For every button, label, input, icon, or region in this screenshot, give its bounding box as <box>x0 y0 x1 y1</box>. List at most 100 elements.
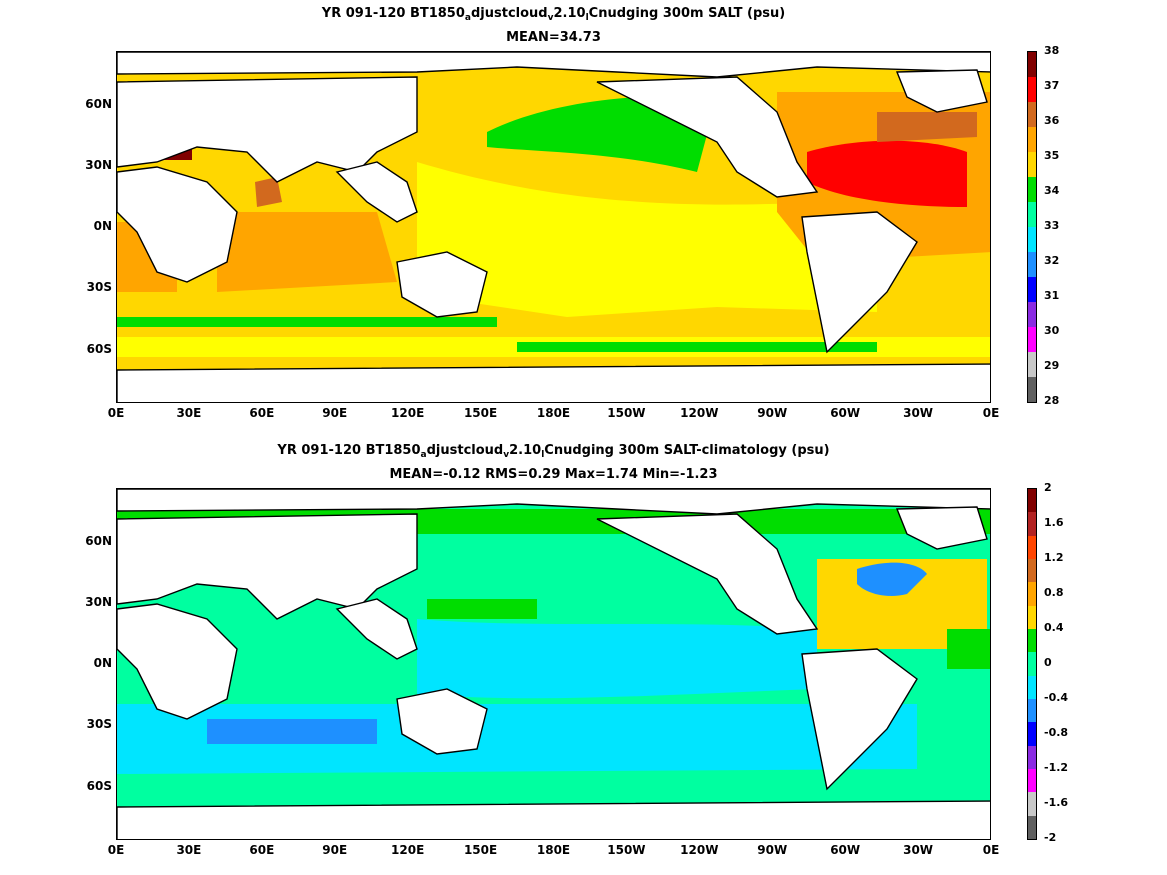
bottom-chart-subtitle: MEAN=-0.12 RMS=0.29 Max=1.74 Min=-1.23 <box>389 467 718 482</box>
anomaly-neg-gulf-stream <box>857 562 927 596</box>
colorbar-segment <box>1028 815 1036 839</box>
x-tick-label: 0E <box>107 843 125 857</box>
x-tick-label: 180E <box>536 406 571 420</box>
x-tick-label: 120W <box>680 406 719 420</box>
x-tick-label: 60E <box>249 406 275 420</box>
bottom-y-tick-30n: 30N <box>85 595 112 609</box>
colorbar-segment <box>1028 535 1036 559</box>
colorbar-tick-label: -0.8 <box>1044 726 1069 739</box>
x-tick-label: 90W <box>757 843 788 857</box>
top-salinity-map <box>117 52 990 402</box>
south-america-land <box>801 648 918 791</box>
colorbar-tick-label: 35 <box>1044 149 1060 162</box>
top-chart-title: YR 091-120 BT1850adjustcloudv2.10lCnudgi… <box>321 6 786 23</box>
x-tick-label: 30E <box>176 406 202 420</box>
colorbar-segment <box>1028 768 1036 793</box>
anomaly-neg-tropical-pacific <box>417 619 817 699</box>
colorbar-tick-label: 30 <box>1044 324 1060 337</box>
x-tick-label: 120E <box>391 406 425 420</box>
antarctica-land <box>117 363 990 402</box>
eurasia-land <box>117 76 418 183</box>
australia-land <box>396 251 488 318</box>
x-tick-label: 30E <box>176 843 202 857</box>
greenland-land <box>895 69 988 113</box>
south-asia-land <box>335 161 418 223</box>
salinity-34-region-tropical <box>417 162 877 317</box>
bottom-colorbar <box>1027 488 1037 840</box>
colorbar-segment <box>1028 698 1036 723</box>
colorbar-tick-label: 38 <box>1044 44 1060 57</box>
colorbar-tick-label: 29 <box>1044 359 1060 372</box>
anomaly-neg-southern-indian <box>207 719 377 744</box>
colorbar-tick-label: 37 <box>1044 79 1060 92</box>
north-america-land <box>596 513 819 635</box>
bottom-anomaly-map <box>117 489 990 839</box>
australia-land <box>396 688 488 755</box>
top-map-panel <box>116 51 991 403</box>
x-tick-label: 30W <box>903 843 934 857</box>
land-masses <box>117 52 990 402</box>
x-tick-label: 0E <box>982 843 1000 857</box>
bottom-y-tick-0n: 0N <box>93 656 112 670</box>
bottom-y-tick-60s: 60S <box>86 779 112 793</box>
salinity-36-subpolar-atlantic <box>877 112 977 142</box>
bottom-y-tick-60n: 60N <box>85 534 112 548</box>
colorbar-tick-label: -1.6 <box>1044 796 1069 809</box>
colorbar-tick-label: -0.4 <box>1044 691 1069 704</box>
salinity-37-north-atlantic <box>807 140 967 207</box>
colorbar-segment <box>1028 512 1036 536</box>
colorbar-tick-label: 28 <box>1044 394 1060 407</box>
south-america-land <box>801 211 918 354</box>
anomaly-pos-west-pacific <box>427 599 537 619</box>
colorbar-segment <box>1028 177 1036 202</box>
top-y-tick-30s: 30S <box>86 280 112 294</box>
colorbar-segment <box>1028 722 1036 746</box>
colorbar-segment <box>1028 152 1036 177</box>
x-tick-label: 30W <box>903 406 934 420</box>
x-tick-label: 150E <box>463 406 498 420</box>
colorbar-segment <box>1028 605 1036 629</box>
x-tick-label: 0E <box>107 406 125 420</box>
arctic-land <box>117 489 990 515</box>
colorbar-tick-label: 33 <box>1044 219 1060 232</box>
x-tick-label: 90E <box>322 843 348 857</box>
south-asia-land <box>335 598 418 660</box>
colorbar-tick-label: 1.6 <box>1044 516 1064 529</box>
x-tick-label: 0E <box>982 406 1000 420</box>
colorbar-segment <box>1028 582 1036 606</box>
top-chart-subtitle: MEAN=34.73 <box>506 30 601 45</box>
colorbar-segment <box>1028 277 1036 302</box>
colorbar-tick-label: -1.2 <box>1044 761 1069 774</box>
salinity-36-arabian <box>255 177 282 207</box>
africa-land <box>117 166 238 283</box>
africa-land <box>117 603 238 720</box>
top-y-tick-0n: 0N <box>93 219 112 233</box>
x-tick-label: 60W <box>830 843 861 857</box>
x-tick-label: 60W <box>830 406 861 420</box>
top-y-tick-60s: 60S <box>86 342 112 356</box>
greenland-land <box>895 506 988 550</box>
colorbar-tick-label: 36 <box>1044 114 1060 127</box>
colorbar-segment <box>1028 652 1036 676</box>
top-y-tick-30n: 30N <box>85 158 112 172</box>
eurasia-land <box>117 513 418 620</box>
colorbar-segment <box>1028 745 1036 769</box>
x-tick-label: 150W <box>607 406 646 420</box>
top-y-tick-60n: 60N <box>85 97 112 111</box>
colorbar-tick-label: 1.2 <box>1044 551 1064 564</box>
colorbar-segment <box>1028 558 1036 583</box>
salinity-35-indian <box>217 212 397 292</box>
colorbar-segment <box>1028 489 1036 513</box>
colorbar-segment <box>1028 77 1036 102</box>
antarctica-land <box>117 800 990 839</box>
salinity-33-band-southern-west <box>117 317 497 327</box>
colorbar-segment <box>1028 792 1036 816</box>
x-tick-label: 120E <box>391 843 425 857</box>
colorbar-segment <box>1028 352 1036 377</box>
bottom-map-panel <box>116 488 991 840</box>
colorbar-segment <box>1028 252 1036 277</box>
colorbar-segment <box>1028 302 1036 327</box>
colorbar-tick-label: 34 <box>1044 184 1060 197</box>
anomaly-pos-tropical-atlantic <box>947 629 990 669</box>
colorbar-tick-label: 2 <box>1044 481 1052 494</box>
